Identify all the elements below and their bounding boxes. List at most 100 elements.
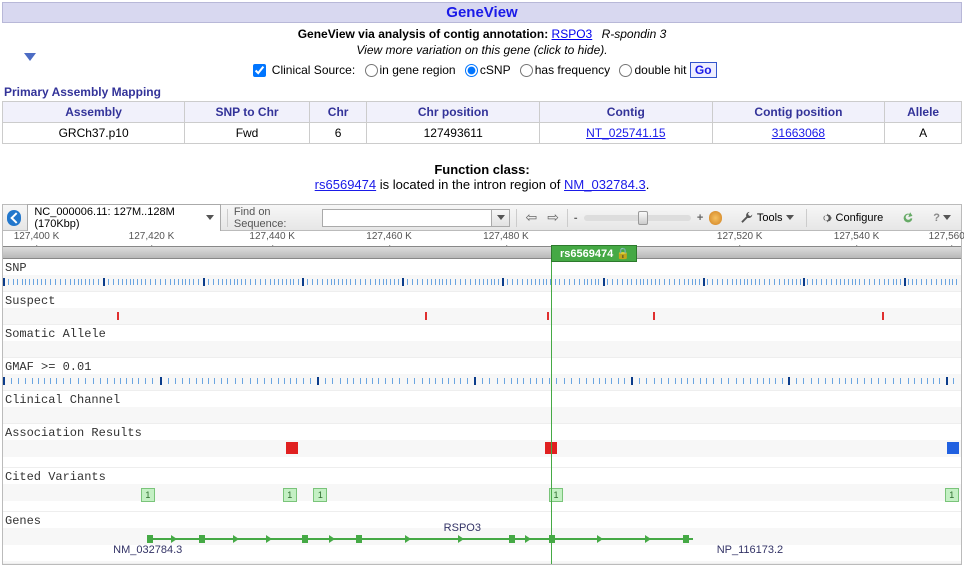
nav-prev-icon[interactable]: ⇦: [523, 209, 539, 226]
gene-exon: [302, 535, 308, 543]
cited-variant-box[interactable]: 1: [945, 488, 959, 502]
suspect-tick: [117, 312, 119, 320]
gene-exon: [147, 535, 153, 543]
gene-exon: [509, 535, 515, 543]
gene-exon: [549, 535, 555, 543]
gene-exon: [199, 535, 205, 543]
cell-chr: 6: [309, 123, 367, 144]
density-lane: [3, 378, 961, 384]
filter-double-hit[interactable]: [619, 64, 632, 77]
zoom-in-icon[interactable]: +: [697, 212, 703, 224]
track-label: Somatic Allele: [5, 327, 106, 341]
configure-menu[interactable]: Configure: [813, 209, 890, 227]
track-cited: Cited Variants11111: [3, 468, 961, 512]
sequence-label: NC_000006.11: 127M..128M (170Kbp): [34, 206, 202, 230]
track-somatic: Somatic Allele: [3, 325, 961, 358]
table-header: Contig: [540, 102, 713, 123]
track-suspect: Suspect: [3, 292, 961, 325]
gene-np-label[interactable]: NP_116173.2: [717, 544, 783, 556]
gear-icon: [819, 211, 833, 225]
filter-label-3: double hit: [634, 63, 686, 77]
table-header: Chr position: [367, 102, 540, 123]
nm-link[interactable]: NM_032784.3: [564, 177, 646, 192]
cell-snp-to-chr: Fwd: [185, 123, 310, 144]
contig-position-link[interactable]: 31663068: [772, 126, 825, 140]
association-box[interactable]: [286, 442, 298, 454]
suspect-tick: [653, 312, 655, 320]
filter-has-frequency[interactable]: [520, 64, 533, 77]
refresh-icon: [901, 211, 915, 225]
clinical-source-checkbox[interactable]: [253, 64, 266, 77]
tools-menu[interactable]: Tools: [734, 209, 800, 227]
table-row: GRCh37.p10 Fwd 6 127493611 NT_025741.15 …: [3, 123, 962, 144]
gene-direction-arrow: [405, 535, 411, 543]
collapse-toggle-icon[interactable]: [24, 53, 36, 61]
track-label: Suspect: [5, 294, 55, 308]
lock-icon: 🔒: [616, 248, 630, 260]
association-box[interactable]: [947, 442, 959, 454]
filter-in-gene-region[interactable]: [365, 64, 378, 77]
function-class-title: Function class:: [2, 162, 962, 177]
track-label: SNP: [5, 261, 27, 275]
zoom-thumb[interactable]: [638, 211, 648, 225]
nav-next-icon[interactable]: ⇨: [545, 209, 561, 226]
clinical-source-label: Clinical Source:: [272, 63, 355, 77]
ruler-tick: 127,520 K: [717, 231, 763, 242]
filter-row: Clinical Source: in gene region cSNP has…: [2, 59, 962, 81]
cited-variant-box[interactable]: 1: [141, 488, 155, 502]
cited-variant-box[interactable]: 1: [313, 488, 327, 502]
gene-link[interactable]: RSPO3: [552, 27, 593, 41]
filter-label-1: cSNP: [480, 63, 510, 77]
ruler-tick: 127,460 K: [366, 231, 412, 242]
mapping-table: AssemblySNP to ChrChrChr positionContigC…: [2, 101, 962, 144]
cell-chr-position: 127493611: [367, 123, 540, 144]
tools-label: Tools: [757, 212, 783, 224]
track-label: Cited Variants: [5, 470, 106, 484]
sequence-select[interactable]: NC_000006.11: 127M..128M (170Kbp): [27, 204, 221, 232]
overview-bar[interactable]: rs6569474🔒: [3, 247, 961, 259]
chevron-down-icon: [786, 215, 794, 220]
filter-csnp[interactable]: [465, 64, 478, 77]
filter-label-2: has frequency: [535, 63, 610, 77]
track-label: GMAF >= 0.01: [5, 360, 91, 374]
track-gmaf: GMAF >= 0.01: [3, 358, 961, 391]
find-input[interactable]: [322, 209, 492, 227]
marker-tool-icon[interactable]: [709, 211, 722, 225]
snp-position-marker[interactable]: rs6569474🔒: [551, 245, 637, 262]
ruler-tick: 127,540 K: [834, 231, 880, 242]
zoom-out-icon[interactable]: -: [574, 212, 578, 224]
track-assoc: Association Results: [3, 424, 961, 468]
help-icon: ?: [933, 212, 940, 224]
annotation-prefix: GeneView via analysis of contig annotati…: [298, 27, 552, 41]
mapping-section-label: Primary Assembly Mapping: [4, 85, 962, 99]
zoom-slider[interactable]: [584, 215, 691, 221]
suspect-tick: [882, 312, 884, 320]
find-dropdown[interactable]: [492, 209, 510, 227]
help-button[interactable]: ?: [927, 210, 957, 226]
sequence-viewer: NC_000006.11: 127M..128M (170Kbp) Find o…: [2, 204, 962, 565]
contig-link[interactable]: NT_025741.15: [586, 126, 665, 140]
track-clinical: Clinical Channel: [3, 391, 961, 424]
wrench-icon: [740, 211, 754, 225]
snp-link[interactable]: rs6569474: [315, 177, 376, 192]
density-lane: [3, 279, 961, 285]
table-header: SNP to Chr: [185, 102, 310, 123]
table-header-row: AssemblySNP to ChrChrChr positionContigC…: [3, 102, 962, 123]
ruler-tick: 127,480 K: [483, 231, 529, 242]
find-label: Find on Sequence:: [234, 206, 317, 230]
ruler-tick: 127,420 K: [129, 231, 175, 242]
gene-direction-arrow: [525, 535, 531, 543]
tracks-container: SNP Suspect Somatic Allele GMAF >= 0.01 Clin…: [3, 259, 961, 564]
gene-nm-label[interactable]: NM_032784.3: [113, 544, 182, 556]
ruler-tick: 127,560 K: [929, 231, 964, 242]
suspect-tick: [547, 312, 549, 320]
refresh-button[interactable]: [895, 209, 921, 227]
suspect-tick: [425, 312, 427, 320]
position-ruler: 127,400 K127,420 K127,440 K127,460 K127,…: [3, 231, 961, 247]
cited-variant-box[interactable]: 1: [283, 488, 297, 502]
go-button[interactable]: Go: [690, 62, 717, 78]
function-class: Function class: rs6569474 is located in …: [2, 162, 962, 192]
track-snp: SNP: [3, 259, 961, 292]
back-icon[interactable]: [7, 210, 21, 226]
table-header: Chr: [309, 102, 367, 123]
